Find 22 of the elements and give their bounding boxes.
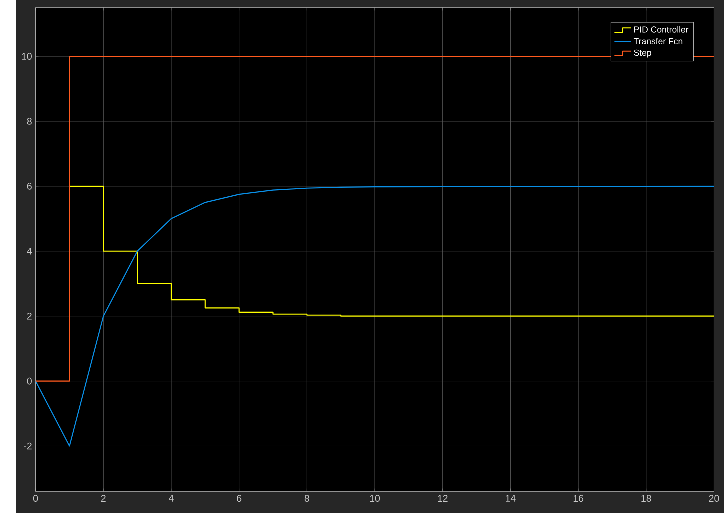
x-tick-label: 20: [709, 495, 720, 502]
y-tick-label: 6: [27, 182, 32, 190]
x-tick-label: 8: [304, 495, 310, 502]
line-series: [36, 186, 714, 447]
y-tick-label: 8: [27, 118, 32, 125]
x-tick-label: 16: [574, 495, 584, 502]
y-tick-label: -2: [24, 442, 32, 450]
x-tick-label: 2: [101, 495, 106, 502]
legend-label: Transfer Fcn: [634, 38, 683, 44]
x-tick-label: 6: [237, 495, 242, 502]
x-tick-label: 0: [33, 495, 38, 502]
x-tick-label: 12: [438, 495, 448, 502]
legend-label: Step: [634, 50, 652, 58]
y-tick-label: 10: [22, 52, 32, 60]
legend-label: PID Controller: [634, 26, 689, 33]
y-tick-label: 0: [27, 378, 32, 385]
x-tick-label: 4: [169, 495, 174, 502]
x-tick-label: 10: [370, 495, 380, 502]
x-tick-label: 18: [642, 495, 652, 502]
y-tick-label: 4: [27, 248, 32, 255]
y-tick-label: 2: [27, 312, 32, 320]
x-tick-label: 14: [506, 495, 516, 502]
